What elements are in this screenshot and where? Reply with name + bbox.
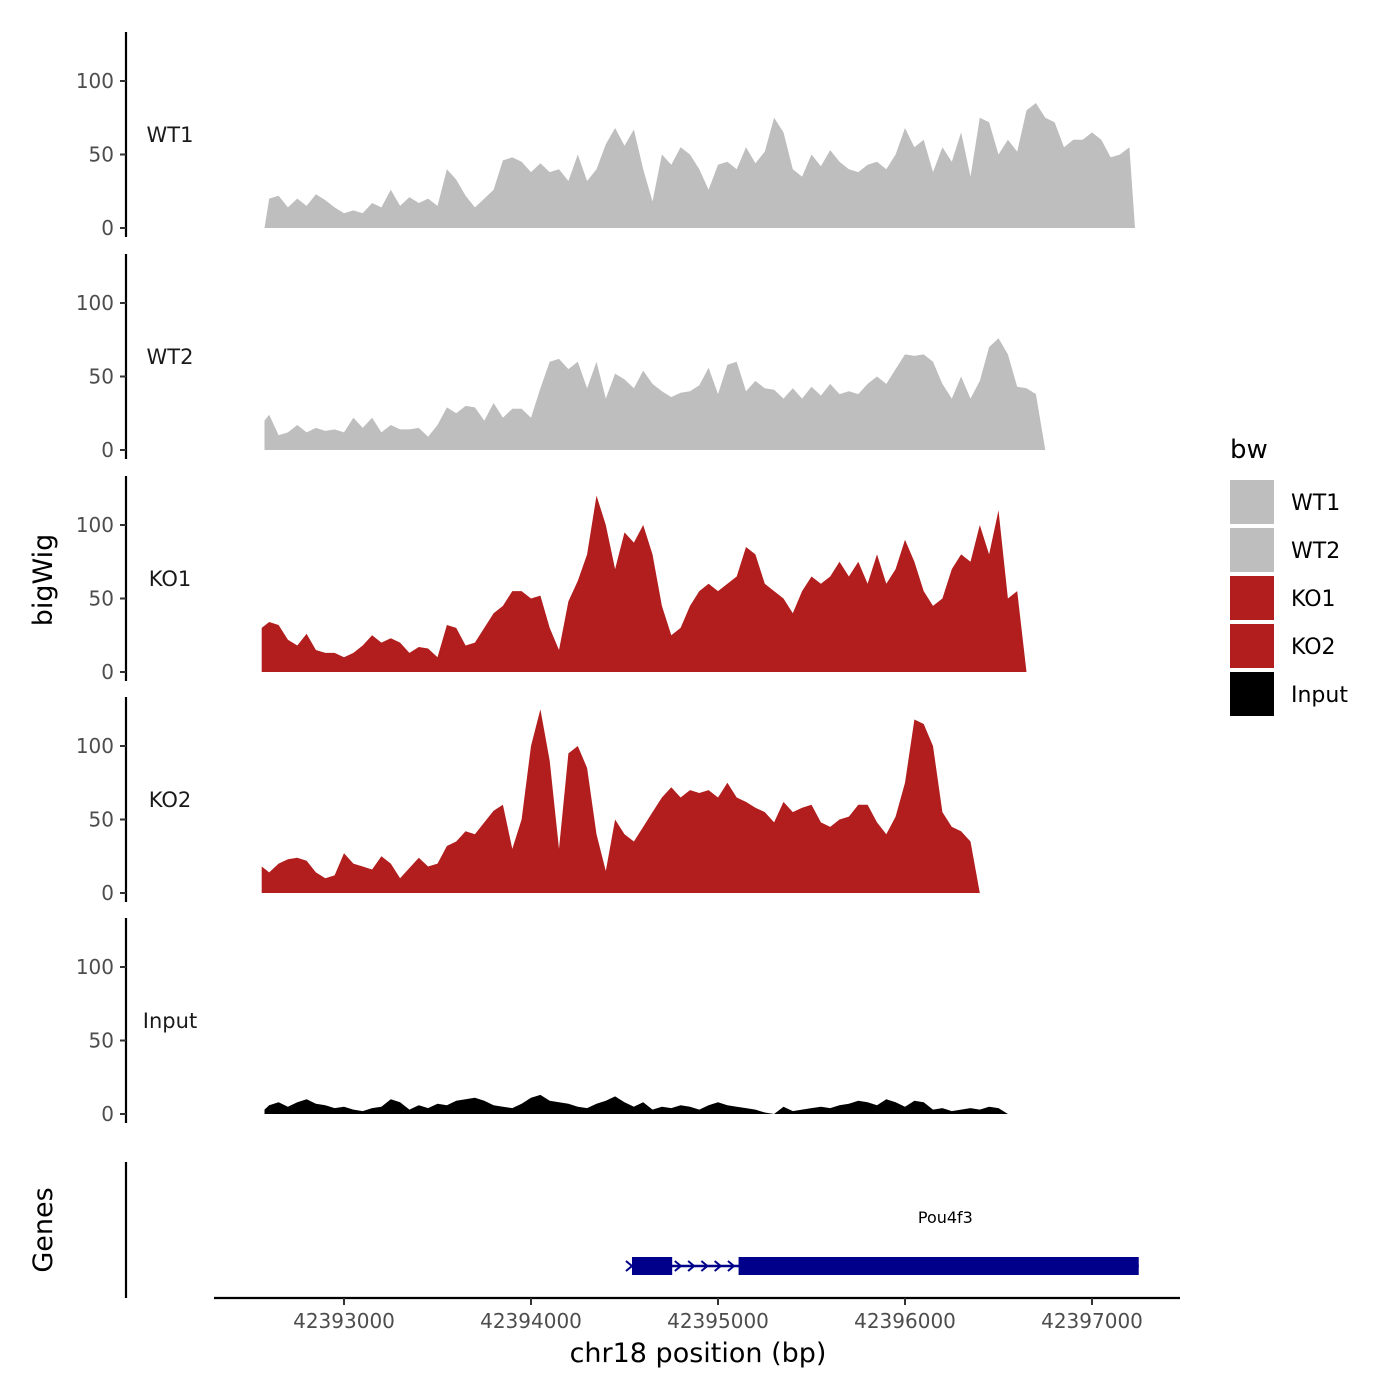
legend-key-KO1 bbox=[1230, 576, 1274, 620]
y-tick-label: 0 bbox=[101, 1102, 114, 1126]
strand-arrow bbox=[714, 1260, 723, 1272]
y-tick-label: 0 bbox=[101, 660, 114, 684]
gene-name-label: Pou4f3 bbox=[918, 1208, 973, 1227]
track-label: KO2 bbox=[149, 788, 192, 812]
y-tick-label: 50 bbox=[89, 143, 114, 167]
y-tick-label: 50 bbox=[89, 587, 114, 611]
y-tick-label: 100 bbox=[76, 955, 114, 979]
y-tick-label: 100 bbox=[76, 734, 114, 758]
area-KO2 bbox=[261, 709, 1135, 893]
area-WT1 bbox=[264, 103, 1135, 228]
legend: bw WT1 WT2 KO1 KO2 Input bbox=[1230, 435, 1348, 716]
strand-arrow bbox=[727, 1260, 736, 1272]
x-tick-label: 42394000 bbox=[480, 1309, 582, 1333]
y-tick-label: 50 bbox=[89, 365, 114, 389]
y-tick-label: 0 bbox=[101, 216, 114, 240]
track-KO2: 0 50 100 KO2 bbox=[76, 697, 1135, 905]
gene-track: Pou4f3 bbox=[124, 1162, 1139, 1298]
x-tick-label: 42396000 bbox=[854, 1309, 956, 1333]
track-Input: 0 50 100 Input bbox=[76, 918, 1139, 1126]
gene-exon bbox=[738, 1257, 1139, 1275]
legend-label-WT1: WT1 bbox=[1291, 491, 1340, 516]
gene-track-title: Genes bbox=[28, 1187, 59, 1272]
y-tick-label: 0 bbox=[101, 881, 114, 905]
x-axis-title: chr18 position (bp) bbox=[570, 1338, 827, 1369]
area-WT2 bbox=[264, 338, 1135, 450]
x-tick-label: 42395000 bbox=[667, 1309, 769, 1333]
x-axis: 42393000 42394000 42395000 42396000 42397000 bbox=[214, 1296, 1180, 1333]
strand-arrow bbox=[674, 1260, 683, 1272]
legend-key-KO2 bbox=[1230, 624, 1274, 668]
legend-label-KO1: KO1 bbox=[1291, 587, 1336, 612]
y-tick-label: 0 bbox=[101, 438, 114, 462]
y-axis-title: bigWig bbox=[28, 534, 59, 627]
y-tick-label: 100 bbox=[76, 513, 114, 537]
y-tick-label: 50 bbox=[89, 808, 114, 832]
y-tick-label: 100 bbox=[76, 291, 114, 315]
x-tick-label: 42397000 bbox=[1041, 1309, 1143, 1333]
track-label: WT2 bbox=[147, 345, 194, 369]
legend-key-WT2 bbox=[1230, 528, 1274, 572]
track-label: WT1 bbox=[147, 123, 194, 147]
legend-label-WT2: WT2 bbox=[1291, 539, 1340, 564]
track-KO1: 0 50 100 KO1 bbox=[76, 476, 1135, 684]
strand-arrow bbox=[625, 1260, 634, 1272]
strand-arrow bbox=[687, 1260, 696, 1272]
legend-key-WT1 bbox=[1230, 480, 1274, 524]
track-WT1: 0 50 100 WT1 bbox=[76, 32, 1135, 240]
x-tick-label: 42393000 bbox=[293, 1309, 395, 1333]
track-label: Input bbox=[143, 1009, 197, 1033]
signal-tracks: 0 50 100 WT1 0 50 100 WT2 0 50 100 KO1 0 50 100 KO2 0 50 1… bbox=[76, 32, 1139, 1126]
area-KO1 bbox=[261, 495, 1135, 672]
track-WT2: 0 50 100 WT2 bbox=[76, 254, 1135, 462]
area-Input bbox=[264, 1094, 1139, 1114]
legend-label-KO2: KO2 bbox=[1291, 635, 1336, 660]
gene-exon bbox=[631, 1257, 673, 1275]
gene-Pou4f3: Pou4f3 bbox=[625, 1208, 1139, 1275]
track-label: KO1 bbox=[149, 567, 192, 591]
legend-title: bw bbox=[1230, 435, 1268, 465]
y-tick-label: 50 bbox=[89, 1029, 114, 1053]
y-tick-label: 100 bbox=[76, 69, 114, 93]
legend-label-Input: Input bbox=[1291, 683, 1348, 708]
strand-arrow bbox=[700, 1260, 709, 1272]
legend-key-Input bbox=[1230, 672, 1274, 716]
